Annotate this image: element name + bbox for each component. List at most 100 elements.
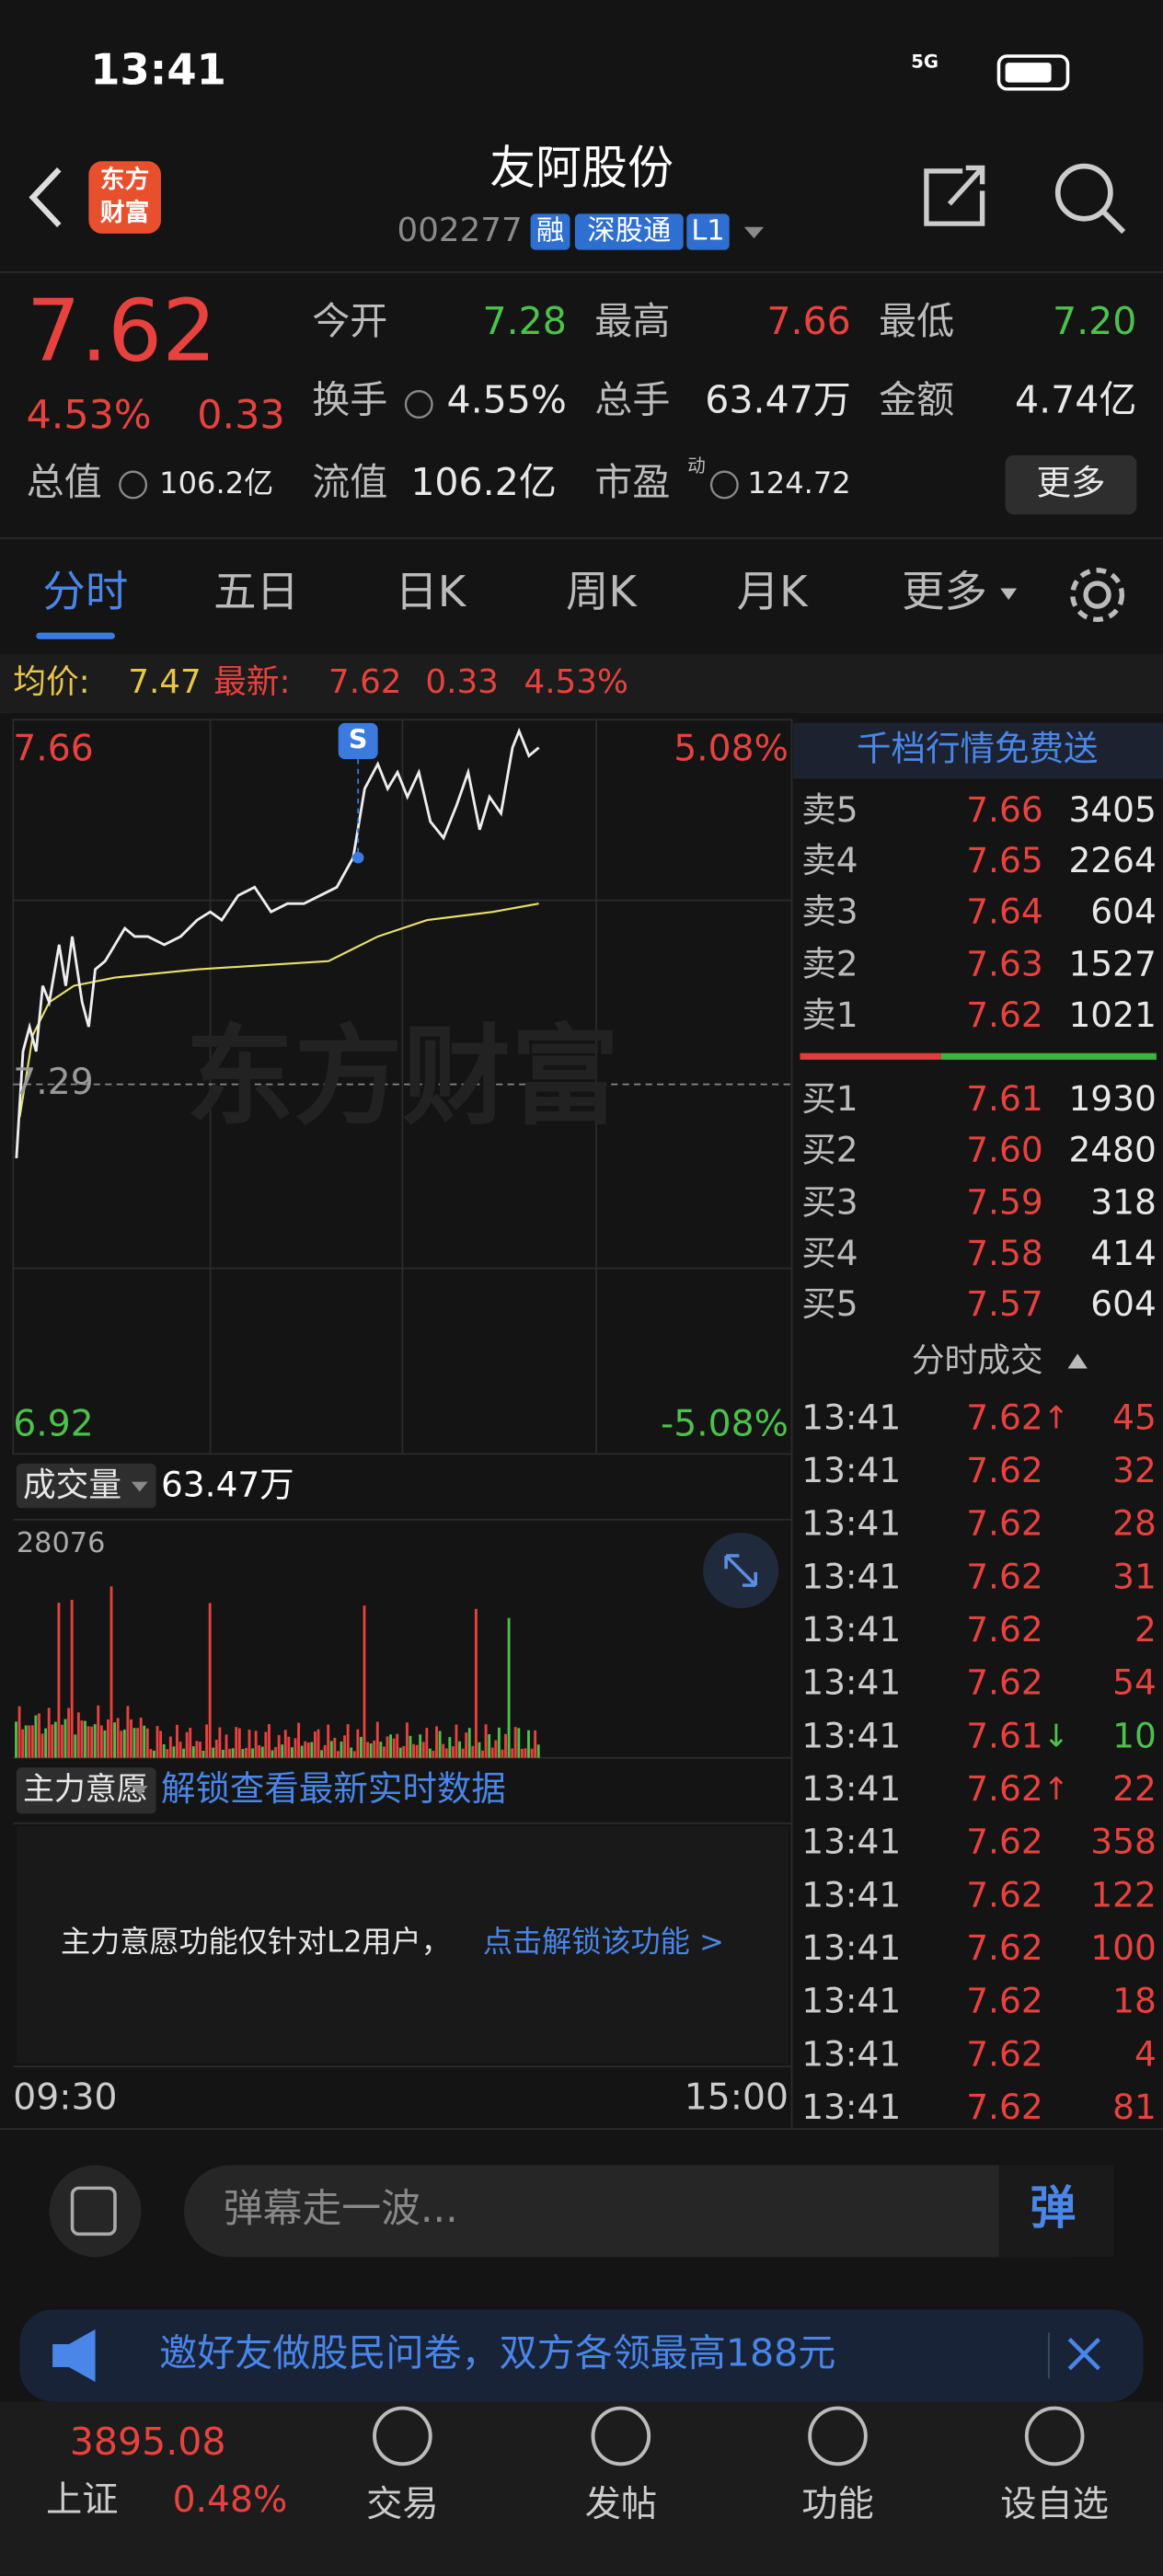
more-button[interactable] <box>1005 454 1137 515</box>
index-value: 3895.08 <box>70 2420 226 2464</box>
banner-close[interactable] <box>1067 2338 1100 2371</box>
volume-bar-decor <box>373 1740 376 1758</box>
back-button[interactable] <box>29 167 62 228</box>
nav-item[interactable]: 交易 <box>366 2484 439 2525</box>
volume-bar-decor <box>212 1747 215 1758</box>
unlock-link[interactable]: 解锁查看最新实时数据 <box>161 1768 506 1809</box>
quote-value: 4.74亿 <box>1015 378 1136 422</box>
danmaku-button[interactable] <box>998 2165 1114 2258</box>
volume-bar-decor <box>168 1736 172 1758</box>
avg-bar-text: 均价: <box>13 663 89 701</box>
trade-time: 13:41 <box>801 1981 901 2021</box>
trade-volume: 10 <box>1112 1715 1157 1755</box>
book-label: 卖4 <box>801 840 858 880</box>
volume-bar-decor <box>313 1731 317 1758</box>
more-button-label[interactable]: 更多 <box>1037 462 1106 502</box>
volume-bar-decor <box>225 1734 228 1758</box>
y-low: 6.92 <box>13 1403 93 1444</box>
tab[interactable]: 月K <box>737 567 809 616</box>
stock-name: 友阿股份 <box>489 141 674 194</box>
search-button[interactable] <box>1054 163 1126 235</box>
volume-bar-decor <box>172 1746 176 1758</box>
trade-volume: 18 <box>1112 1981 1157 2021</box>
volume-bar-decor <box>116 1718 120 1758</box>
volume-bar-decor <box>228 1748 232 1758</box>
volume-bar-decor <box>122 1729 126 1758</box>
quote-value: 106.2亿 <box>410 460 557 504</box>
notice-link[interactable]: 点击解锁该功能 > <box>483 1924 724 1959</box>
trade-volume: 32 <box>1112 1450 1157 1490</box>
volume-bar-decor <box>57 1603 61 1758</box>
volume-bar-decor <box>375 1721 379 1758</box>
volume-bar-decor <box>520 1748 524 1758</box>
volume-bar-decor <box>40 1733 44 1758</box>
volume-bar-decor <box>382 1746 386 1758</box>
volume-bar-decor <box>379 1742 383 1758</box>
volume-bar-decor <box>488 1733 491 1758</box>
main-label[interactable]: 主力意愿 <box>23 1771 148 1807</box>
tab[interactable]: 日K <box>395 567 466 616</box>
tab[interactable]: 五日 <box>213 567 299 616</box>
share-button[interactable] <box>924 165 985 226</box>
book-label: 买5 <box>801 1283 858 1324</box>
quote-label: 换手 <box>312 378 387 422</box>
book-label: 买3 <box>801 1181 858 1222</box>
expand-icon <box>724 1554 758 1587</box>
trade-time: 13:41 <box>801 1715 901 1755</box>
volume-label-box <box>16 1464 156 1509</box>
volume-bar-decor <box>465 1732 468 1758</box>
trade-volume: 100 <box>1090 1927 1157 1968</box>
volume-bar-decor <box>159 1731 163 1758</box>
book-volume: 1527 <box>1068 944 1156 984</box>
volume-bar-decor <box>327 1724 330 1758</box>
order-book-title[interactable]: 千档行情免费送 <box>857 729 1098 769</box>
trade-price: 7.62 <box>966 1874 1042 1915</box>
volume-bar-decor <box>458 1741 461 1758</box>
volume-bar-decor <box>38 1713 40 1758</box>
volume-bar-decor <box>291 1747 294 1758</box>
avg-bar-text: 4.53% <box>524 663 628 701</box>
volume-bar-decor <box>84 1720 86 1758</box>
volume-bar-decor <box>448 1737 452 1758</box>
trade-time: 13:41 <box>801 1822 901 1862</box>
volume-bar-decor <box>455 1724 458 1758</box>
pct-low: -5.08% <box>661 1403 789 1444</box>
volume-bar-decor <box>409 1735 412 1758</box>
volume-bar-decor <box>271 1750 274 1758</box>
volume-bar-decor <box>231 1748 235 1758</box>
banner-text: 邀好友做股民问卷，双方各领最高188元 <box>159 2330 835 2375</box>
volume-bar-decor <box>530 1748 534 1758</box>
tab[interactable]: 更多 <box>902 567 987 616</box>
volume-bar-decor <box>176 1724 178 1758</box>
volume-bar-decor <box>283 1730 287 1758</box>
volume-bar-decor <box>268 1724 271 1758</box>
trade-volume: 54 <box>1112 1662 1157 1703</box>
volume-bar-decor <box>97 1705 100 1758</box>
volume-bar-decor <box>329 1741 333 1758</box>
tab[interactable]: 分时 <box>42 567 128 616</box>
marker-label: S <box>349 723 368 754</box>
volume-bar-decor <box>47 1708 51 1758</box>
volume-bar-decor <box>421 1742 425 1758</box>
comment-settings[interactable] <box>49 2165 142 2258</box>
book-price: 7.60 <box>966 1129 1042 1169</box>
comment-input[interactable] <box>183 2165 1114 2258</box>
tag-box <box>574 213 684 250</box>
banner[interactable] <box>19 2309 1144 2402</box>
nav-item[interactable]: 设自选 <box>1000 2484 1109 2525</box>
marker-dot <box>351 852 364 864</box>
tab[interactable]: 周K <box>566 567 638 616</box>
tag: 融 <box>536 215 564 247</box>
trade-volume: 81 <box>1112 2087 1157 2127</box>
book-volume: 3405 <box>1068 789 1156 830</box>
book-volume: 604 <box>1090 891 1157 931</box>
pe-sup: 动 <box>687 455 706 477</box>
nav-item[interactable]: 发帖 <box>585 2484 658 2525</box>
book-price: 7.58 <box>966 1233 1042 1273</box>
volume-bar-decor <box>264 1731 268 1758</box>
quote-value: 7.20 <box>1053 299 1136 343</box>
trade-time: 13:41 <box>801 2087 901 2127</box>
quote-label: 总值 <box>27 460 102 504</box>
nav-item[interactable]: 功能 <box>801 2484 874 2525</box>
settings-button[interactable] <box>1070 568 1125 623</box>
